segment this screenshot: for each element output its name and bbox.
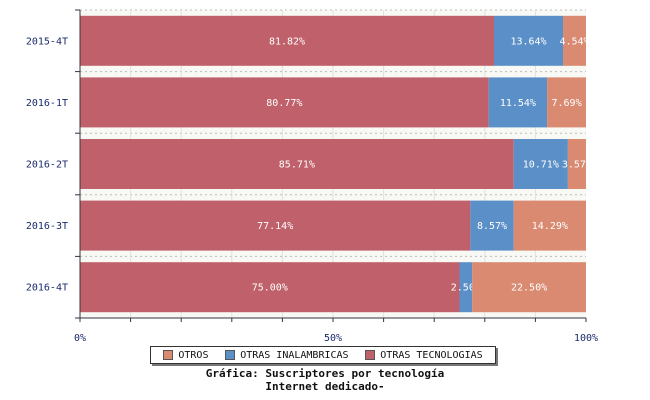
category-label: 2016-1T: [26, 98, 68, 109]
chart-legend: OTROS OTRAS INALAMBRICAS OTRAS TECNOLOGI…: [150, 346, 496, 364]
stacked-bar-chart: 81.82% 13.64% 4.54% 2015-4T 80.77% 11.54% 7.69…: [26, 9, 598, 344]
category-label: 2016-3T: [26, 221, 68, 232]
data-label: 80.77%: [266, 98, 302, 109]
category-label: 2015-4T: [26, 36, 68, 47]
data-label: 14.29%: [532, 221, 568, 232]
data-label: 4.54%: [559, 36, 589, 47]
data-label: 85.71%: [279, 160, 315, 171]
legend-label-otras-tecnologias: OTRAS TECNOLOGIAS: [380, 349, 483, 361]
bar-segment: [80, 262, 460, 313]
data-label: 8.57%: [477, 221, 507, 232]
bar-segment: [513, 200, 586, 251]
data-label: 13.64%: [510, 36, 546, 47]
legend-item-otras-tecnologias: OTRAS TECNOLOGIAS: [365, 349, 483, 361]
bar-segment: [567, 139, 586, 189]
x-tick-label: 0%: [74, 333, 86, 344]
legend-swatch-otras-tecnologias: [365, 350, 376, 360]
bar-segment: [80, 139, 514, 189]
bar-segment: [513, 139, 568, 189]
category-label: 2016-4T: [26, 283, 68, 294]
bar-segment: [472, 262, 586, 313]
x-tick-label: 50%: [324, 333, 342, 344]
legend-swatch-otros: [163, 350, 174, 360]
bar-segment: [80, 77, 489, 128]
data-label: 75.00%: [252, 283, 288, 294]
legend-swatch-otras-inalambricas: [225, 350, 236, 360]
data-label: 81.82%: [269, 36, 305, 47]
bar-segment: [459, 262, 473, 313]
data-label: 22.50%: [511, 283, 547, 294]
bar-segment: [80, 15, 495, 66]
legend-item-otras-inalambricas: OTRAS INALAMBRICAS: [225, 349, 349, 361]
legend-label-otros: OTROS: [178, 349, 209, 361]
legend-label-otras-inalambricas: OTRAS INALAMBRICAS: [240, 349, 349, 361]
data-label: 7.69%: [551, 98, 581, 109]
bar-segment: [488, 77, 548, 128]
bar-segment: [563, 15, 586, 66]
data-label: 11.54%: [500, 98, 536, 109]
chart-caption-line1: Gráfica: Suscriptores por tecnología: [205, 367, 445, 380]
bar-segment: [494, 15, 564, 66]
bar-segment: [547, 77, 586, 128]
data-label: 3.57%: [562, 160, 592, 171]
data-label: 2.50%: [451, 283, 481, 294]
data-label: 10.71%: [523, 160, 559, 171]
chart-caption-line2: Internet dedicado-: [265, 380, 385, 393]
bar-segment: [80, 200, 471, 251]
data-label: 77.14%: [257, 221, 293, 232]
category-label: 2016-2T: [26, 160, 68, 171]
legend-item-otros: OTROS: [163, 350, 208, 361]
bar-segment: [470, 200, 514, 251]
x-tick-label: 100%: [574, 333, 598, 344]
